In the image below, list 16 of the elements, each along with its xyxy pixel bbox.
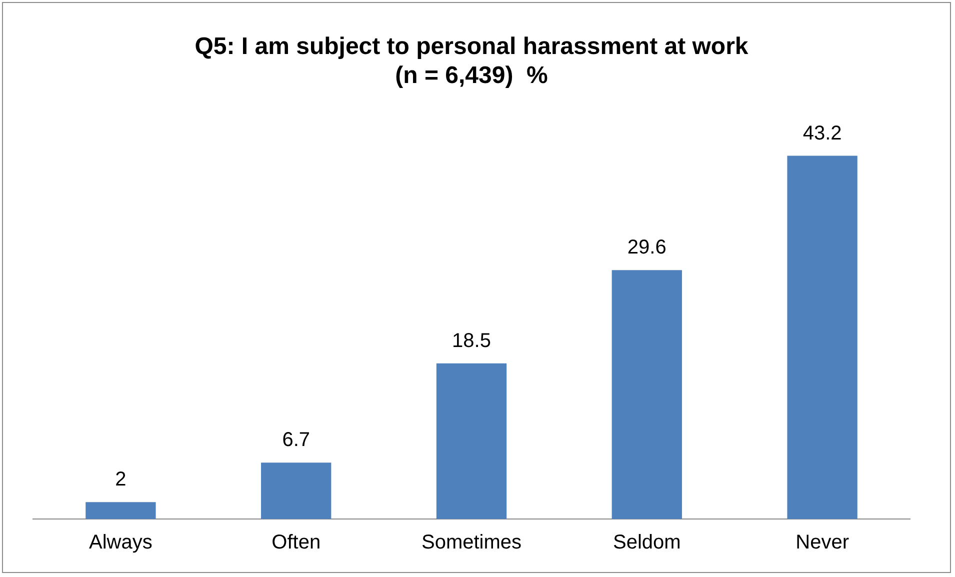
bar <box>612 270 682 519</box>
bar <box>436 363 507 519</box>
data-label: 18.5 <box>452 330 491 352</box>
data-label: 29.6 <box>627 236 666 259</box>
x-tick-label: Never <box>796 532 850 554</box>
data-label: 6.7 <box>282 429 310 452</box>
x-tick-label: Seldom <box>612 532 681 554</box>
bar <box>787 156 858 519</box>
chart-title: Q5: I am subject to personal harassment at work (n = 6,439) % <box>194 33 749 89</box>
bar <box>86 502 156 519</box>
bar <box>261 462 332 519</box>
x-tick-label: Often <box>272 532 321 554</box>
x-tick-label: Sometimes <box>421 532 522 554</box>
data-label: 2 <box>115 468 126 491</box>
data-label: 43.2 <box>802 122 842 144</box>
x-tick-label: Always <box>89 532 152 554</box>
